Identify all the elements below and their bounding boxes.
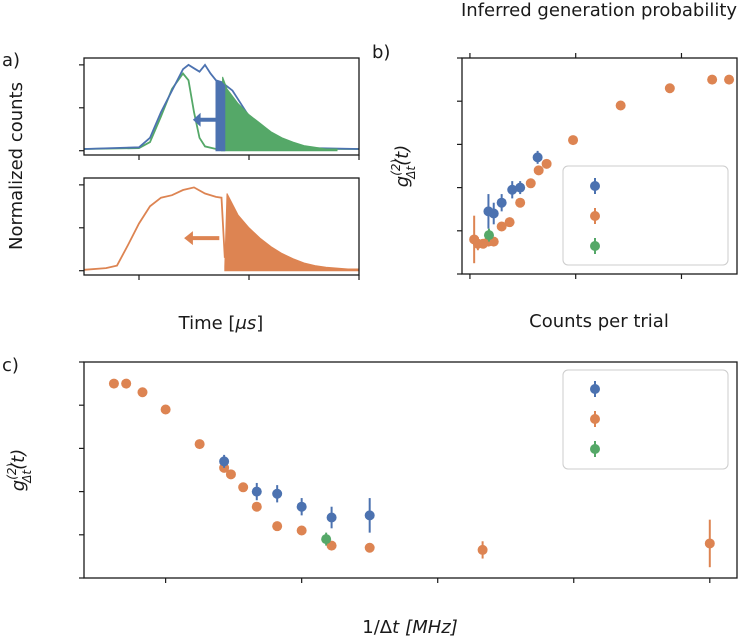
panel-c-legend-square-marker xyxy=(590,414,600,424)
panel-a-bottom-series-0 xyxy=(83,186,226,271)
panel-label-a: a) xyxy=(2,50,20,71)
panel-b-top-xlabel: Inferred generation probability xyxy=(461,0,737,21)
panel-c-frame xyxy=(83,361,738,579)
panel-c-square-point xyxy=(194,439,205,450)
panel-b-gaussian-point xyxy=(507,184,518,195)
panel-c-ylabel-arg: (t) xyxy=(8,449,29,470)
panel-b-ylabel: g(2)Δt(t) xyxy=(389,145,418,187)
panel-a-top-gaussian-fill xyxy=(215,79,226,152)
panel-b-ylabel-arg: (t) xyxy=(392,145,413,166)
panel-c-xlabel-text: 1/Δ xyxy=(362,617,393,638)
panel-a-top-frame xyxy=(83,57,360,156)
panel-c-gaussian-point xyxy=(296,501,307,512)
panel-a-bottom-series-1-fill xyxy=(224,193,360,272)
panel-b-square-point xyxy=(515,197,526,208)
panel-c-square-point xyxy=(296,525,307,536)
panel-b-square-point xyxy=(504,217,515,228)
panel-c-gaussian-point xyxy=(219,456,230,467)
panel-b-square-point xyxy=(568,135,579,146)
panel-a-top-arrow-head xyxy=(192,112,201,127)
panel-b-ylabel-g: g xyxy=(392,176,413,187)
panel-c-gaussian-point xyxy=(251,486,262,497)
panel-a-xlabel-text: Time [ xyxy=(178,313,236,334)
panel-b-legend-gaussian-marker xyxy=(590,181,600,191)
panel-b-square-point xyxy=(496,221,507,232)
panel-b-legend-box xyxy=(562,165,729,266)
panel-a: Normalized counts Time [μs] xyxy=(6,57,360,334)
panel-b-gaussian-point xyxy=(496,197,507,208)
panel-c-square-point xyxy=(137,387,148,398)
panel-b-square-point xyxy=(724,74,735,85)
panel-b-gaussian-point xyxy=(532,152,543,163)
panel-c-xlabel-unit: [MHz] xyxy=(405,617,458,638)
panel-c-square-point xyxy=(121,378,132,389)
panel-c-legend xyxy=(590,381,600,457)
panel-label-c: c) xyxy=(2,355,19,376)
panel-b-ylabel-sup: (2) xyxy=(389,159,403,176)
panel-a-top-series-2-fill xyxy=(221,76,338,152)
panel-c: 1/Δt [MHz] g(2)Δt(t) xyxy=(5,361,738,638)
panel-c-gaussian-point xyxy=(364,510,375,521)
panel-c-ylabel-g: g xyxy=(8,480,29,491)
panel-b-square-point xyxy=(541,158,552,169)
panel-b-legend-square-marker xyxy=(590,211,600,221)
panel-a-bottom-arrow-head xyxy=(184,231,193,246)
panel-b-ticks xyxy=(457,53,683,279)
panel-c-ylabel-text: g(2)Δt(t) xyxy=(5,449,34,491)
panel-c-square-point xyxy=(364,542,375,553)
panel-c-plot xyxy=(108,378,715,568)
panel-c-xlabel-var: t xyxy=(392,617,400,638)
panel-b-legend xyxy=(590,178,600,254)
panel-c-ylabel-sub: Δt xyxy=(20,469,34,484)
panel-b-square-point xyxy=(707,74,718,85)
panel-c-ylabel-sup: (2) xyxy=(5,463,19,480)
panel-a-xlabel-unit: μs xyxy=(234,313,256,334)
panel-c-legend-storage-marker xyxy=(590,444,600,454)
panel-b-square-point xyxy=(525,178,536,189)
panel-a-bottom-frame xyxy=(83,177,360,276)
panel-b-square-point xyxy=(533,165,544,176)
panel-b-xlabel: Counts per trial xyxy=(529,311,669,332)
panel-c-ylabel: g(2)Δt(t) xyxy=(5,449,34,491)
panel-b-square-point xyxy=(615,100,626,111)
panel-a-xlabel-close: ] xyxy=(256,313,263,334)
panel-c-square-point xyxy=(225,469,236,480)
panel-c-xlabel: 1/Δt [MHz] xyxy=(362,617,457,638)
panel-c-square-point xyxy=(272,521,283,532)
panel-c-storage-point xyxy=(321,534,332,545)
panel-a-xlabel: Time [μs] xyxy=(178,313,264,334)
panel-b-gaussian-point xyxy=(515,182,526,193)
panel-b-plot xyxy=(469,74,735,264)
panel-c-square-point xyxy=(238,482,249,493)
panel-c-square-point xyxy=(108,378,119,389)
panel-b-storage-point xyxy=(483,230,494,241)
panel-b-ylabel-sub: Δt xyxy=(404,165,418,180)
panel-a-ylabel: Normalized counts xyxy=(6,82,27,250)
panel-b-gaussian-point xyxy=(488,208,499,219)
panel-b: Inferred generation probability Counts p… xyxy=(389,0,738,332)
panel-c-legend-gaussian-marker xyxy=(590,384,600,394)
panel-b-frame xyxy=(461,57,738,275)
panel-c-legend-box xyxy=(562,369,729,470)
panel-c-gaussian-point xyxy=(272,488,283,499)
panel-a-ticks xyxy=(79,64,360,280)
panel-c-square-point xyxy=(704,538,715,549)
panel-c-square-point xyxy=(160,404,171,415)
panel-c-gaussian-point xyxy=(326,512,337,523)
panel-c-square-point xyxy=(477,544,488,555)
panel-a-bottom-plot xyxy=(83,186,360,272)
panel-c-ticks xyxy=(79,361,711,583)
panel-c-square-point xyxy=(251,501,262,512)
panel-b-square-point xyxy=(664,83,675,94)
panel-b-ylabel-text: g(2)Δt(t) xyxy=(389,145,418,187)
panel-b-legend-storage-marker xyxy=(590,241,600,251)
panel-a-top-plot xyxy=(83,63,360,152)
panel-label-b: b) xyxy=(372,42,390,63)
